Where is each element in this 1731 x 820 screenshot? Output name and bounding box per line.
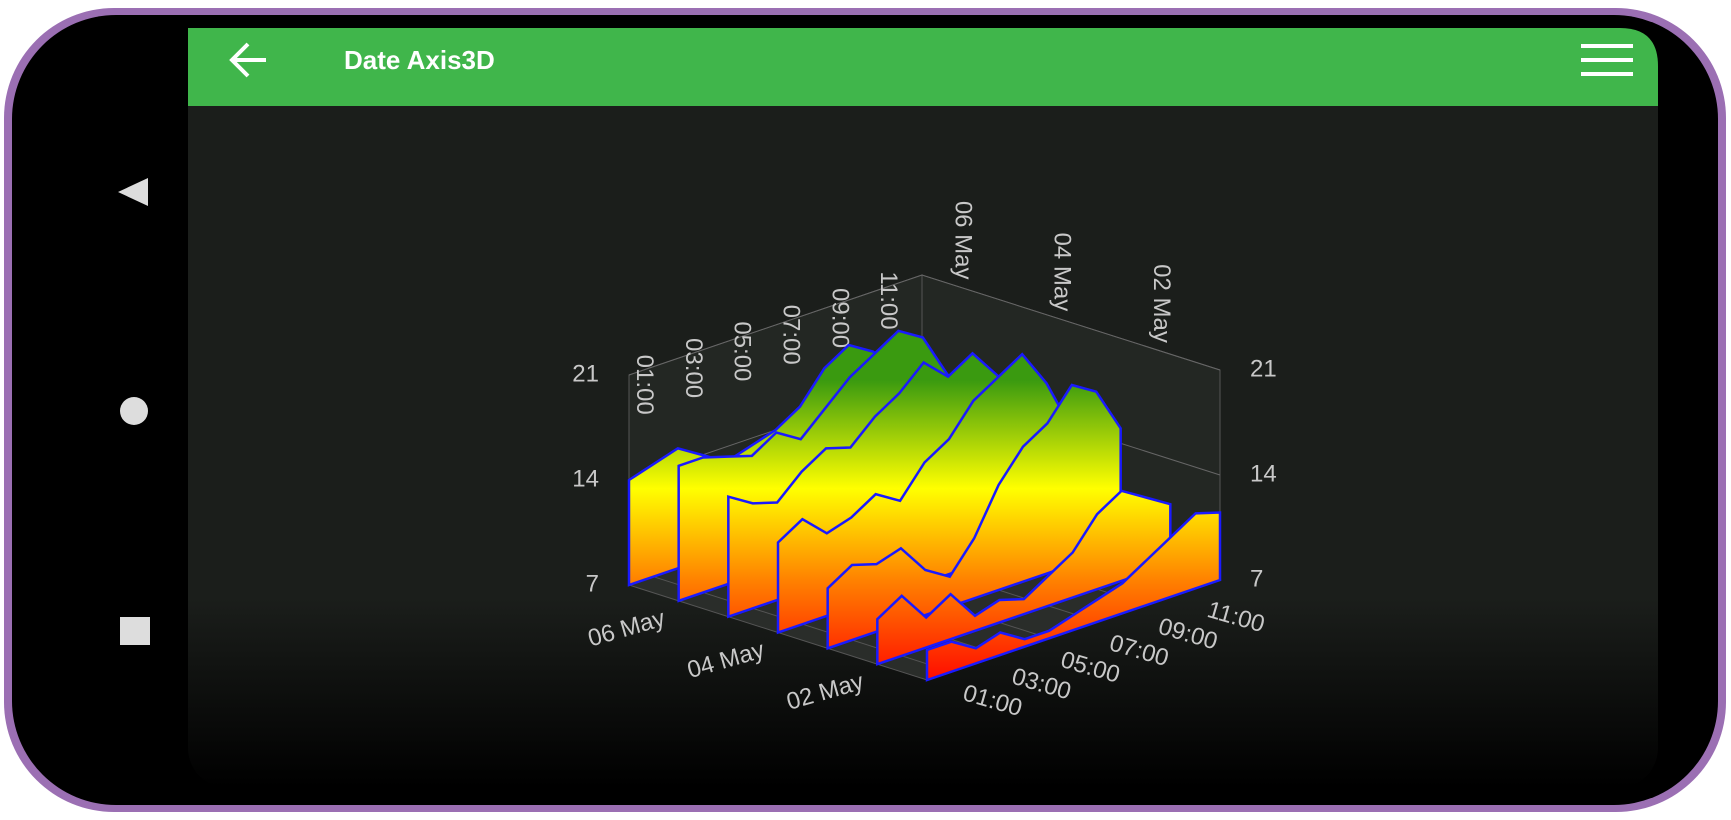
nav-home[interactable] bbox=[120, 397, 148, 425]
app-title: Date Axis3D bbox=[344, 45, 495, 75]
y-tick-label: 7 bbox=[1250, 565, 1263, 592]
z-tick-label-top: 02 May bbox=[1148, 264, 1175, 343]
nav-back[interactable] bbox=[118, 178, 148, 206]
y-tick-label: 14 bbox=[1250, 460, 1277, 487]
menu-button[interactable] bbox=[1581, 44, 1633, 76]
area-ridge bbox=[826, 383, 1122, 651]
z-tick-label-top: 06 May bbox=[949, 201, 976, 280]
x-tick-label-top: 07:00 bbox=[778, 305, 805, 365]
back-button[interactable] bbox=[229, 42, 266, 78]
x-tick-label-top: 03:00 bbox=[680, 338, 707, 398]
y-tick-label: 21 bbox=[572, 360, 599, 387]
grid-line bbox=[628, 274, 1221, 376]
x-tick-label-top: 09:00 bbox=[826, 288, 853, 348]
x-tick-label-top: 05:00 bbox=[729, 321, 756, 381]
y-tick-label: 14 bbox=[572, 465, 599, 492]
z-tick-label-top: 04 May bbox=[1049, 233, 1076, 312]
y-tick-label: 7 bbox=[586, 570, 599, 597]
x-tick-label-top: 01:00 bbox=[631, 355, 658, 415]
nav-recent[interactable] bbox=[120, 617, 150, 645]
x-tick-label-top: 11:00 bbox=[875, 271, 902, 329]
app-bar bbox=[188, 28, 1658, 106]
y-tick-label: 21 bbox=[1250, 355, 1277, 382]
area-ridge bbox=[876, 489, 1172, 666]
area-ridge bbox=[925, 511, 1222, 682]
